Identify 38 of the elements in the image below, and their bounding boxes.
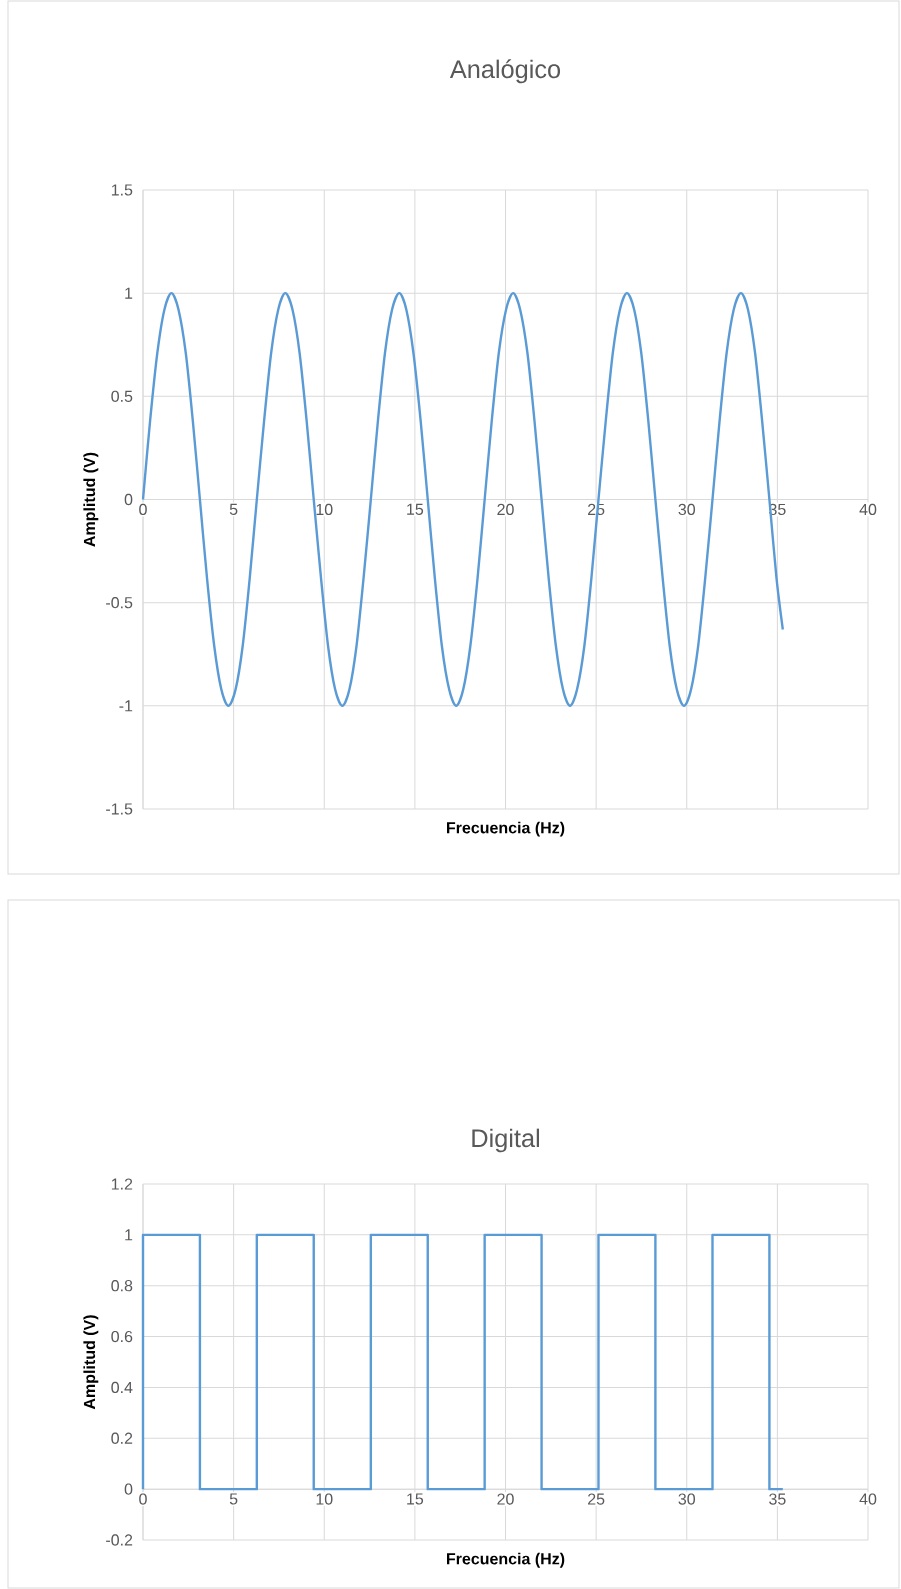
- y-tick-label: 1.2: [111, 1178, 133, 1190]
- x-tick-label: 30: [678, 503, 696, 516]
- y-tick-label: 0.2: [111, 1432, 133, 1444]
- y-tick-label: 0.5: [111, 390, 133, 402]
- y-tick-label: 0.4: [111, 1381, 133, 1394]
- y-tick-label: 1.5: [111, 184, 133, 196]
- x-axis-title: Frecuencia (Hz): [447, 821, 565, 837]
- y-tick-label: -0.5: [106, 597, 133, 609]
- y-tick-label: 0: [124, 493, 133, 506]
- x-tick-label: 10: [316, 503, 333, 516]
- line-series: [141, 291, 785, 708]
- y-tick-label: 1: [125, 287, 133, 299]
- x-tick-label: 15: [407, 503, 424, 515]
- x-axis-title: Frecuencia (Hz): [447, 1552, 565, 1568]
- x-tick-label: 40: [859, 503, 877, 516]
- x-tick-label: 5: [229, 503, 238, 515]
- x-tick-label: 0: [139, 503, 147, 516]
- y-tick-label: -0.2: [106, 1534, 133, 1546]
- x-tick-label: 15: [407, 1493, 424, 1505]
- y-tick-label: -1.5: [106, 803, 133, 815]
- x-tick-label: 20: [497, 503, 514, 516]
- x-tick-label: 20: [497, 1493, 514, 1505]
- y-tick-label: 0: [124, 1483, 133, 1495]
- x-tick-label: 5: [229, 1493, 238, 1505]
- x-tick-label: 40: [859, 1493, 877, 1505]
- x-tick-label: 30: [678, 1493, 696, 1505]
- chart-title: Digital: [472, 1128, 539, 1153]
- chart-title: Analógico: [449, 59, 561, 84]
- y-axis-title: Amplitud (V): [83, 452, 99, 547]
- y-tick-label: 0.8: [111, 1280, 133, 1292]
- x-tick-label: 35: [769, 1493, 786, 1505]
- y-axis-title: Amplitud (V): [83, 1315, 99, 1410]
- x-tick-label: 10: [316, 1493, 333, 1505]
- x-tick-label: 25: [588, 1493, 605, 1505]
- y-tick-label: -1: [119, 700, 133, 712]
- y-tick-label: 1: [125, 1229, 133, 1241]
- x-tick-label: 0: [139, 1493, 147, 1505]
- y-tick-label: 0.6: [111, 1330, 133, 1343]
